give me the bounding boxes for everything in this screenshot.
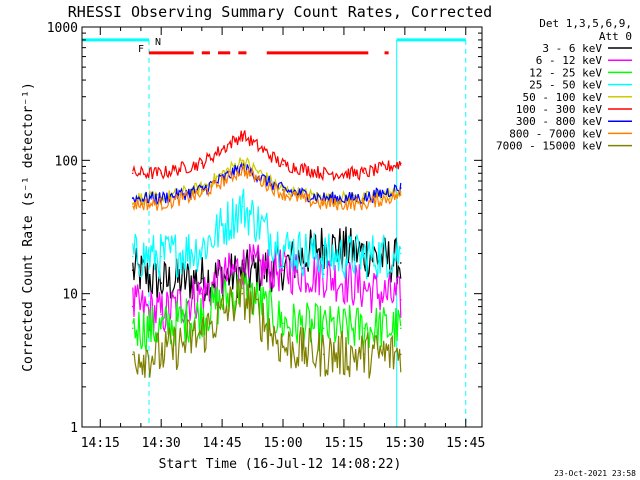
series-point-2 <box>322 327 325 330</box>
series-point-7 <box>363 203 366 205</box>
orbit-annotations: NF <box>81 37 467 427</box>
series-point-7 <box>200 193 203 195</box>
series-point-3 <box>131 255 134 258</box>
series-point-1 <box>282 269 284 271</box>
series-point-0 <box>160 282 162 284</box>
series-line-3 <box>132 188 402 280</box>
series-point-0 <box>399 262 402 264</box>
series-point-8 <box>200 333 203 335</box>
series-point-4 <box>241 159 244 162</box>
series-point-3 <box>160 255 162 258</box>
series-point-8 <box>241 292 244 295</box>
series-line-1 <box>132 243 402 336</box>
series-point-5 <box>200 162 203 165</box>
legend-entry-label: 50 - 100 keV <box>523 91 603 104</box>
series-point-1 <box>241 265 244 268</box>
series-point-1 <box>399 298 402 301</box>
flare-label: F <box>138 44 144 55</box>
series-point-7 <box>160 203 162 205</box>
series-point-1 <box>363 287 366 289</box>
x-tick-label: 15:45 <box>446 436 485 451</box>
series-point-5 <box>241 134 244 136</box>
series-point-2 <box>131 327 134 330</box>
series-point-8 <box>282 345 284 348</box>
series-point-8 <box>131 353 134 356</box>
legend-entry-label: 7000 - 15000 keV <box>496 140 602 153</box>
series-point-3 <box>241 205 244 208</box>
series-point-2 <box>200 313 203 316</box>
y-axis: 1 10 100 1000 <box>47 21 482 436</box>
series-point-2 <box>399 327 402 330</box>
series-point-8 <box>322 353 325 356</box>
series-point-5 <box>399 162 402 165</box>
legend-entry-label: 12 - 25 keV <box>529 66 602 79</box>
x-axis: 14:15 14:30 14:45 15:00 15:15 15:30 15:45 <box>81 27 485 451</box>
series-point-8 <box>363 353 366 356</box>
series-line-7 <box>132 165 402 212</box>
legend-entry-label: 6 - 12 keV <box>536 54 603 67</box>
series-point-8 <box>160 353 162 356</box>
series-point-3 <box>363 255 366 258</box>
series-point-7 <box>322 203 325 205</box>
series-point-6 <box>131 197 134 199</box>
y-tick-label: 100 <box>55 154 78 169</box>
legend-entry-label: 800 - 7000 keV <box>509 127 602 140</box>
legend-entry-label: 100 - 300 keV <box>516 103 602 116</box>
chart-title: RHESSI Observing Summary Count Rates, Co… <box>68 3 492 21</box>
series-point-0 <box>200 277 203 280</box>
series-point-1 <box>200 292 203 295</box>
legend-header: Det 1,3,5,6,9, Att 0 <box>539 17 632 43</box>
y-axis-label: Corrected Count Rate (s⁻¹ detector⁻¹) <box>21 82 36 372</box>
plot-frame <box>81 26 483 428</box>
x-tick-label: 14:45 <box>203 436 242 451</box>
series-point-8 <box>399 353 402 356</box>
series-point-2 <box>160 327 162 330</box>
x-tick-label: 14:15 <box>81 436 120 451</box>
series-point-5 <box>131 172 134 175</box>
series-point-5 <box>322 172 325 175</box>
series-point-2 <box>282 322 284 325</box>
legend-header-line-2: Att 0 <box>599 30 632 43</box>
footer-date: 23-Oct-2021 23:58 <box>554 469 636 478</box>
series-point-3 <box>399 252 402 255</box>
plot-area <box>131 130 402 379</box>
y-tick-label: 1 <box>70 421 78 436</box>
series-point-0 <box>131 269 134 271</box>
x-tick-label: 15:30 <box>385 436 424 451</box>
series-point-2 <box>241 287 244 289</box>
series-point-6 <box>399 187 402 189</box>
legend-entry-label: 25 - 50 keV <box>529 79 602 92</box>
series-point-7 <box>399 194 402 196</box>
series-point-1 <box>160 313 162 316</box>
series-point-5 <box>282 163 284 166</box>
series-point-3 <box>282 247 284 249</box>
x-axis-label: Start Time (16-Jul-12 14:08:22) <box>159 457 402 472</box>
night-label: N <box>155 37 161 48</box>
x-tick-label: 15:00 <box>263 436 302 451</box>
series-line-2 <box>132 272 402 352</box>
series-point-6 <box>363 197 366 199</box>
y-tick-label: 10 <box>62 288 78 303</box>
legend-header-line-1: Det 1,3,5,6,9, <box>539 17 632 30</box>
series-point-7 <box>131 203 134 205</box>
x-tick-label: 14:30 <box>142 436 181 451</box>
legend-entry-label: 300 - 800 keV <box>516 115 602 128</box>
series-point-2 <box>363 327 366 330</box>
series-point-3 <box>322 255 325 258</box>
series-point-7 <box>241 168 244 171</box>
x-tick-label: 15:15 <box>324 436 363 451</box>
series-point-1 <box>131 305 134 308</box>
series-line-8 <box>132 270 402 379</box>
series-point-5 <box>160 172 162 175</box>
series-line-5 <box>132 130 402 182</box>
series-point-5 <box>363 172 366 175</box>
y-tick-label: 1000 <box>47 21 78 36</box>
series-point-7 <box>282 193 284 195</box>
series-point-3 <box>200 247 203 249</box>
legend-entry-label: 3 - 6 keV <box>542 42 602 55</box>
